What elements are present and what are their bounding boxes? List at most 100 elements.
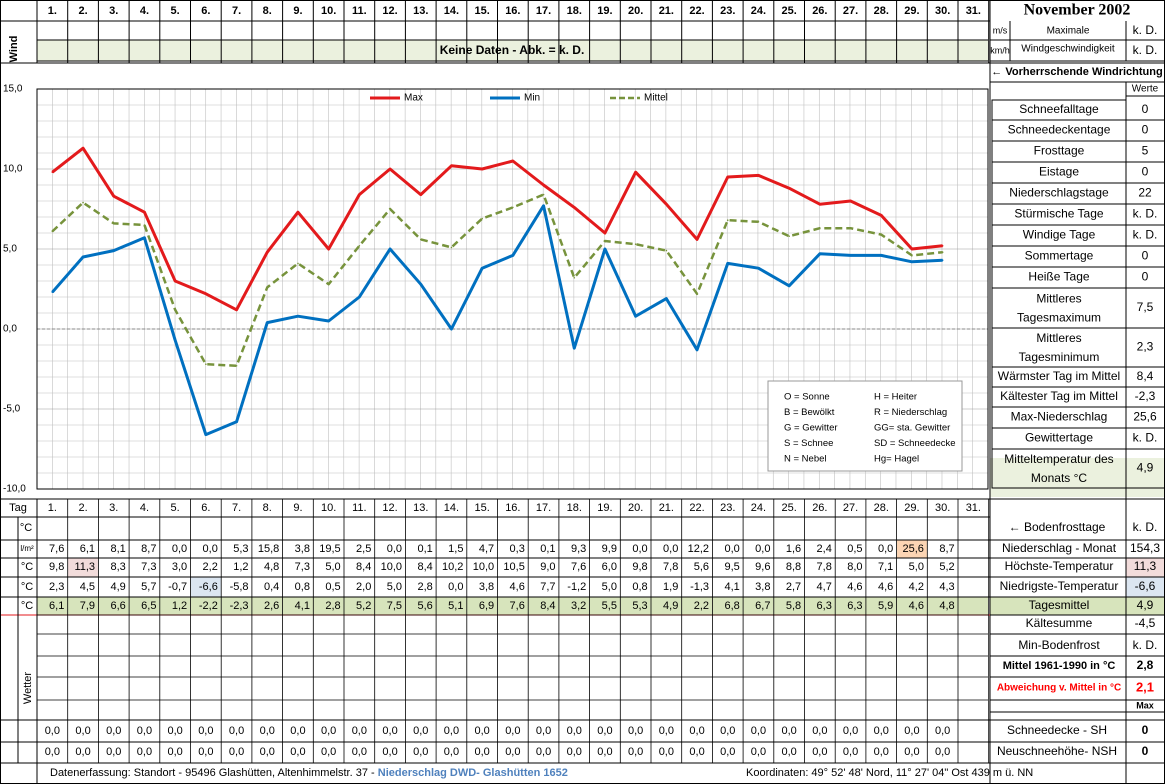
cell-snow-nsh-7: 0,0 bbox=[229, 746, 244, 758]
summary-label-5: Min-Bodenfrost bbox=[1018, 638, 1100, 652]
point-min bbox=[481, 267, 483, 270]
cell-snow-sh-22: 0,0 bbox=[689, 725, 704, 737]
cell-tmin-26: 4,7 bbox=[817, 581, 832, 593]
cell-tmean-5: 1,2 bbox=[172, 600, 187, 612]
stat-label-0: Schneefalltage bbox=[1019, 102, 1099, 116]
day-header-31: 31. bbox=[966, 5, 981, 17]
cell-tmean-25: 5,8 bbox=[786, 600, 801, 612]
stat-value-12: -2,3 bbox=[1135, 389, 1156, 403]
point-mittel bbox=[450, 246, 453, 249]
point-min bbox=[819, 253, 821, 255]
point-mittel bbox=[297, 262, 299, 265]
point-max bbox=[419, 193, 422, 196]
summary-value-4: -4,5 bbox=[1135, 616, 1156, 630]
table-day-20: 20. bbox=[628, 502, 643, 514]
point-mittel bbox=[665, 249, 668, 252]
cell-tmax-19: 6,0 bbox=[602, 561, 617, 573]
cell-snow-sh-29: 0,0 bbox=[904, 725, 919, 737]
cell-tmean-7: -2,3 bbox=[230, 600, 249, 612]
stat-value-15: 4,9 bbox=[1137, 461, 1154, 475]
cell-tmax-6: 2,2 bbox=[203, 561, 218, 573]
table-day-7: 7. bbox=[232, 502, 241, 514]
summary-label-1: Höchste-Temperatur bbox=[1005, 559, 1114, 573]
cell-precip-7: 5,3 bbox=[233, 543, 248, 555]
table-day-4: 4. bbox=[140, 502, 149, 514]
table-day-18: 18. bbox=[567, 502, 582, 514]
key-right-item: GG= sta. Gewitter bbox=[874, 423, 950, 434]
summary-label-6: Mittel 1961-1990 in °C bbox=[1003, 660, 1116, 672]
cell-tmax-23: 9,5 bbox=[724, 561, 739, 573]
cell-tmin-3: 4,9 bbox=[110, 581, 125, 593]
summary-value-6: 2,8 bbox=[1137, 658, 1154, 672]
month-title: November 2002 bbox=[1024, 2, 1131, 19]
cell-tmean-2: 7,9 bbox=[80, 600, 95, 612]
table-day-2: 2. bbox=[78, 502, 87, 514]
tmean-row-band bbox=[37, 597, 988, 615]
summary-label-2: Niedrigste-Temperatur bbox=[1000, 579, 1119, 593]
cell-tmax-12: 10,0 bbox=[381, 561, 402, 573]
day-header-29: 29. bbox=[904, 5, 919, 17]
table-day-28: 28. bbox=[874, 502, 889, 514]
cell-snow-sh-17: 0,0 bbox=[536, 725, 551, 737]
key-right-item: Hg= Hagel bbox=[874, 454, 919, 465]
point-min bbox=[82, 256, 84, 258]
cell-tmean-21: 4,9 bbox=[663, 600, 678, 612]
wind-direction-label: ← Vorherrschende Windrichtung bbox=[991, 66, 1162, 78]
cell-snow-nsh-11: 0,0 bbox=[352, 746, 367, 758]
day-header-21: 21. bbox=[659, 5, 674, 17]
cell-snow-sh-1: 0,0 bbox=[45, 725, 60, 737]
cell-precip-20: 0,0 bbox=[632, 543, 647, 555]
cell-snow-sh-10: 0,0 bbox=[321, 725, 336, 737]
cell-snow-sh-15: 0,0 bbox=[475, 725, 490, 737]
unit-c-tmean: °C bbox=[21, 600, 33, 612]
cell-snow-sh-7: 0,0 bbox=[229, 725, 244, 737]
cell-snow-nsh-2: 0,0 bbox=[75, 746, 90, 758]
cell-precip-28: 0,0 bbox=[878, 543, 893, 555]
cell-tmin-1: 2,3 bbox=[49, 581, 64, 593]
snow-nsh-value: 0 bbox=[1142, 744, 1149, 758]
cell-snow-nsh-1: 0,0 bbox=[45, 746, 60, 758]
table-day-19: 19. bbox=[597, 502, 612, 514]
cell-snow-sh-27: 0,0 bbox=[843, 725, 858, 737]
stat-value-14: k. D. bbox=[1133, 431, 1158, 445]
point-min bbox=[604, 248, 606, 250]
footer-text: Datenerfassung: Standort - 95496 Glashüt… bbox=[50, 767, 568, 779]
stat-value-1: 0 bbox=[1142, 123, 1149, 137]
point-max bbox=[481, 168, 483, 170]
unit-c-tmin: °C bbox=[21, 581, 33, 593]
summary-value-5: k. D. bbox=[1133, 638, 1158, 652]
point-mittel bbox=[481, 217, 483, 220]
werte-label: Werte bbox=[1132, 84, 1159, 95]
cell-tmean-19: 5,5 bbox=[602, 600, 617, 612]
cell-snow-nsh-17: 0,0 bbox=[536, 746, 551, 758]
day-header-13: 13. bbox=[413, 5, 428, 17]
stat-value-5: k. D. bbox=[1133, 207, 1158, 221]
cell-precip-12: 0,0 bbox=[387, 543, 402, 555]
table-day-13: 13. bbox=[413, 502, 428, 514]
cell-tmax-28: 7,1 bbox=[878, 561, 893, 573]
cell-tmean-13: 5,6 bbox=[417, 600, 432, 612]
cell-tmean-14: 5,1 bbox=[448, 600, 463, 612]
y-tick-label: 10,0 bbox=[3, 164, 23, 175]
cell-precip-1: 7,6 bbox=[49, 543, 64, 555]
day-header-5: 5. bbox=[171, 5, 180, 17]
cell-snow-nsh-3: 0,0 bbox=[106, 746, 121, 758]
tmin-highlight bbox=[190, 577, 222, 597]
cell-tmean-22: 2,2 bbox=[694, 600, 709, 612]
point-min bbox=[297, 315, 299, 318]
cell-snow-sh-18: 0,0 bbox=[567, 725, 582, 737]
stat-value-2: 5 bbox=[1142, 144, 1149, 158]
cell-snow-sh-16: 0,0 bbox=[505, 725, 520, 737]
summary-value-7: 2,1 bbox=[1136, 679, 1154, 694]
cell-precip-18: 9,3 bbox=[571, 543, 586, 555]
stat-value-10: 2,3 bbox=[1137, 340, 1154, 354]
cell-precip-17: 0,1 bbox=[540, 543, 555, 555]
day-header-11: 11. bbox=[352, 5, 367, 17]
y-tick-label: 15,0 bbox=[3, 84, 23, 95]
legend-label-mittel: Mittel bbox=[644, 93, 668, 104]
cell-snow-nsh-24: 0,0 bbox=[751, 746, 766, 758]
summary-value-1: 11,3 bbox=[1134, 559, 1157, 573]
summary-value-2: -6,6 bbox=[1135, 579, 1156, 593]
cell-tmax-15: 10,0 bbox=[473, 561, 494, 573]
cell-tmean-1: 6,1 bbox=[49, 600, 64, 612]
